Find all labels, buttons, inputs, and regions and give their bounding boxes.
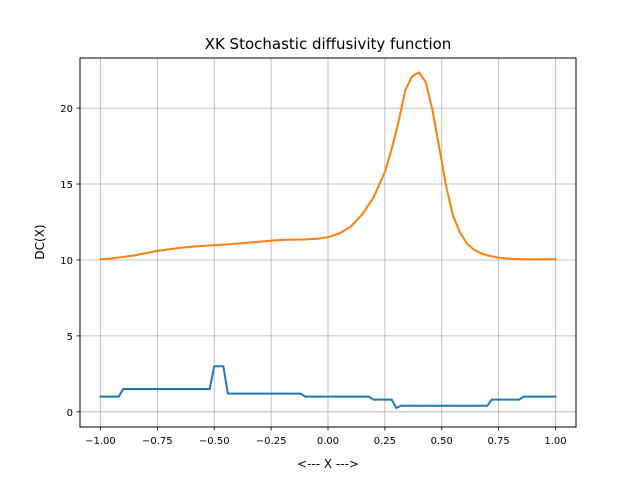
chart-title: XK Stochastic diffusivity function xyxy=(205,35,452,53)
y-axis-label: DC(X) xyxy=(33,224,47,259)
x-tick-label: 0.00 xyxy=(317,436,339,447)
grid-lines xyxy=(80,58,576,427)
y-tick-label: 15 xyxy=(60,180,73,191)
y-tick-label: 10 xyxy=(60,256,73,267)
x-tick-label: −0.50 xyxy=(199,436,230,447)
x-tick-label: 1.00 xyxy=(544,436,566,447)
axis-ticks: −1.00 −0.75 −0.50 −0.25 0.00 0.25 0.50 0.75 1.00… xyxy=(60,104,566,447)
x-tick-label: 0.50 xyxy=(431,436,453,447)
x-axis-label: <--- X ---> xyxy=(297,457,359,471)
series-line-2 xyxy=(99,71,557,261)
x-tick-label: −0.25 xyxy=(256,436,287,447)
x-tick-label: 0.25 xyxy=(374,436,396,447)
x-tick-label: 0.75 xyxy=(488,436,510,447)
series-line-1 xyxy=(99,365,557,410)
x-tick-label: −1.00 xyxy=(85,436,116,447)
y-tick-label: 20 xyxy=(60,104,73,115)
data-series xyxy=(99,71,557,410)
x-tick-label: −0.75 xyxy=(142,436,173,447)
y-tick-label: 0 xyxy=(67,408,73,419)
y-tick-label: 5 xyxy=(67,332,73,343)
